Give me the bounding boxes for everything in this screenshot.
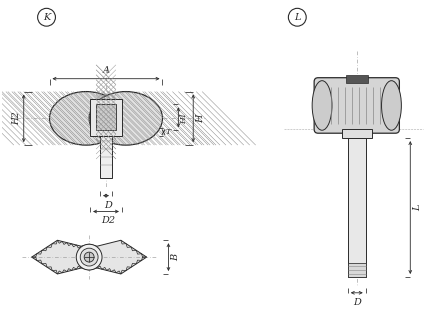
Polygon shape — [32, 240, 146, 274]
Bar — [348, 263, 366, 277]
Circle shape — [76, 244, 102, 270]
Bar — [346, 75, 368, 83]
Text: H: H — [196, 114, 205, 122]
Bar — [96, 105, 116, 130]
Ellipse shape — [50, 92, 123, 145]
Text: H1: H1 — [181, 113, 188, 124]
Text: D: D — [353, 298, 361, 307]
Bar — [90, 99, 122, 136]
Ellipse shape — [89, 92, 163, 145]
Bar — [348, 138, 366, 277]
Text: A: A — [102, 66, 109, 75]
Text: T: T — [166, 128, 170, 136]
Circle shape — [80, 248, 98, 266]
Text: L: L — [294, 13, 300, 22]
Ellipse shape — [382, 81, 402, 130]
Text: L: L — [413, 204, 422, 211]
FancyBboxPatch shape — [314, 78, 399, 133]
Circle shape — [84, 252, 94, 262]
Ellipse shape — [312, 81, 332, 130]
Bar — [100, 136, 112, 178]
Bar — [342, 129, 371, 138]
Text: B: B — [171, 253, 181, 261]
Text: D: D — [104, 201, 112, 210]
Text: K: K — [43, 13, 50, 22]
Text: H2: H2 — [12, 111, 21, 125]
Text: D2: D2 — [101, 216, 115, 225]
